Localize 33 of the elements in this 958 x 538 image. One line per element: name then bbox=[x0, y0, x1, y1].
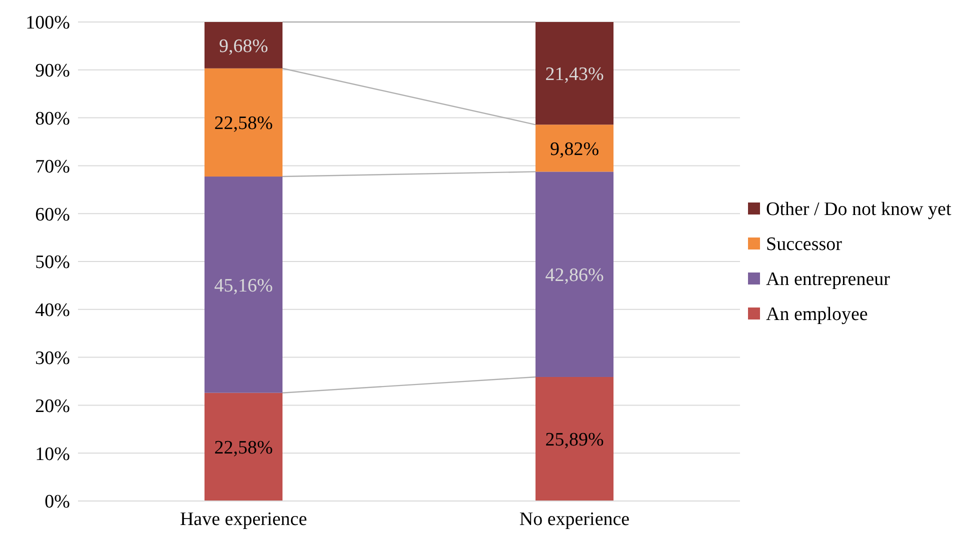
y-tick-label: 60% bbox=[35, 204, 70, 226]
data-label: 25,89% bbox=[545, 430, 604, 451]
data-label: 22,58% bbox=[214, 438, 273, 459]
x-tick-label: No experience bbox=[519, 509, 630, 530]
data-label: 42,86% bbox=[545, 264, 604, 286]
bar bbox=[536, 124, 614, 172]
legend-label: Successor bbox=[766, 234, 843, 256]
legend-label: Other / Do not know yet bbox=[766, 199, 952, 220]
y-tick-label: 30% bbox=[35, 348, 70, 369]
data-label: 21,43% bbox=[545, 64, 604, 85]
bar bbox=[204, 68, 282, 177]
y-tick-label: 50% bbox=[35, 252, 70, 274]
data-label: 9,82% bbox=[550, 138, 600, 160]
y-tick-label: 20% bbox=[35, 396, 70, 417]
y-tick-label: 80% bbox=[35, 108, 70, 130]
x-tick-label: Have experience bbox=[180, 509, 308, 530]
y-tick-label: 90% bbox=[35, 60, 70, 82]
y-tick-label: 40% bbox=[35, 300, 70, 322]
data-label: 22,58% bbox=[214, 113, 273, 134]
bar bbox=[204, 392, 282, 501]
legend-label: An employee bbox=[766, 304, 868, 326]
y-tick-label: 10% bbox=[35, 444, 70, 465]
y-tick-label: 0% bbox=[44, 492, 70, 513]
bar bbox=[536, 22, 614, 125]
data-label: 45,16% bbox=[214, 275, 273, 296]
bar bbox=[204, 22, 282, 68]
y-tick-label: 100% bbox=[26, 12, 70, 34]
bar bbox=[536, 376, 614, 501]
y-tick-label: 70% bbox=[35, 156, 70, 178]
legend-label: An entrepreneur bbox=[766, 269, 891, 290]
bar bbox=[536, 172, 614, 377]
data-label: 9,68% bbox=[218, 36, 268, 57]
bar bbox=[204, 176, 282, 393]
